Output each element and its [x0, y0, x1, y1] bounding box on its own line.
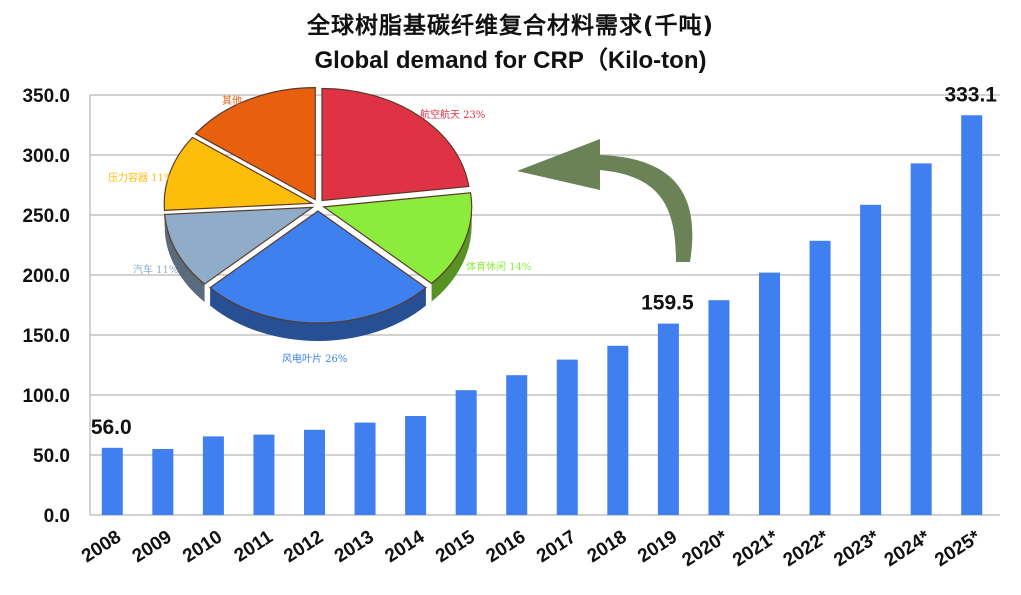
bar — [708, 300, 730, 515]
y-tick-label: 300.0 — [22, 146, 70, 167]
bar — [910, 163, 932, 515]
x-tick-label: 2014 — [381, 526, 428, 567]
bar — [253, 434, 275, 515]
bar — [657, 323, 679, 515]
x-tick-label: 2024* — [881, 526, 935, 571]
bar — [152, 449, 174, 515]
x-tick-label: 2010 — [179, 527, 226, 568]
bar — [202, 436, 224, 515]
y-tick-label: 100.0 — [22, 386, 70, 407]
x-tick-label: 2021* — [729, 526, 783, 571]
bar — [961, 115, 983, 515]
y-tick-label: 0.0 — [44, 506, 70, 527]
y-tick-label: 50.0 — [33, 446, 70, 467]
x-tick-label: 2012 — [280, 527, 327, 568]
x-tick-label: 2018 — [584, 527, 631, 568]
pie-slice-label: 航空航天 23% — [420, 108, 485, 121]
bar — [759, 272, 780, 515]
bar — [860, 204, 882, 516]
pie-slice — [194, 87, 316, 201]
x-tick-label: 2022* — [780, 526, 834, 571]
bar — [354, 422, 376, 515]
pie-slice-label: 体育休闲 14% — [466, 260, 531, 273]
pie-slice — [322, 192, 473, 285]
data-labels: 56.0 159.5 333.1 — [91, 83, 997, 439]
x-tick-label: 2020* — [679, 526, 733, 571]
y-tick-label: 150.0 — [22, 326, 70, 347]
bar — [101, 447, 123, 515]
y-tick-label: 350.0 — [22, 86, 70, 107]
pie-slice-label: 其他 — [222, 94, 242, 107]
x-axis: 2008 2009 2010 2011 2012 2013 2014 2015 2016 2017… — [78, 526, 985, 571]
bar — [405, 416, 427, 515]
pie-slice-side — [164, 214, 205, 303]
x-tick-label: 2023* — [830, 526, 884, 571]
bar — [607, 345, 629, 515]
bar — [506, 375, 528, 515]
x-tick-label: 2016 — [483, 527, 530, 568]
pie-slice — [164, 206, 315, 285]
x-tick-label: 2008 — [78, 527, 125, 568]
curved-arrow — [517, 139, 693, 262]
x-tick-label: 2017 — [533, 527, 580, 568]
x-tick-label: 2011 — [231, 526, 277, 566]
chart-title-chinese: 全球树脂基碳纤维复合材料需求(千吨) — [306, 13, 715, 39]
x-tick-label: 2025* — [931, 526, 985, 571]
x-tick-label: 2015 — [432, 526, 479, 567]
chart-title-english: Global demand for CRP（Kilo-ton) — [314, 47, 707, 74]
x-tick-label: 2009 — [129, 527, 176, 568]
data-label: 56.0 — [91, 416, 132, 439]
pie-slice — [321, 87, 470, 202]
x-tick-label: 2019 — [634, 527, 681, 568]
bar — [809, 240, 831, 516]
pie-slice — [163, 136, 315, 211]
bar — [304, 429, 325, 515]
pie-slice-label: 压力容器 11% — [108, 171, 173, 184]
y-tick-label: 200.0 — [22, 266, 70, 287]
pie-slice-label: 风电叶片 26% — [282, 352, 347, 365]
pie-slice-side — [431, 206, 472, 302]
pie-slice — [209, 210, 427, 324]
pie-slice-label: 汽车 11% — [133, 263, 178, 276]
data-label: 333.1 — [944, 83, 997, 106]
bar — [556, 359, 578, 515]
x-tick-label: 2013 — [331, 527, 378, 568]
pie-slice-side — [210, 287, 426, 341]
bar — [455, 390, 477, 515]
pie-chart: 航空航天 23% 体育休闲 14% 风电叶片 26% 汽车 11% 压力容器 11% 其他 — [108, 87, 531, 365]
y-tick-label: 250.0 — [22, 206, 70, 227]
data-label: 159.5 — [641, 292, 694, 315]
bars — [101, 115, 983, 516]
y-axis: 0.0 50.0 100.0 150.0 200.0 250.0 300.0 350.0 — [22, 86, 91, 527]
